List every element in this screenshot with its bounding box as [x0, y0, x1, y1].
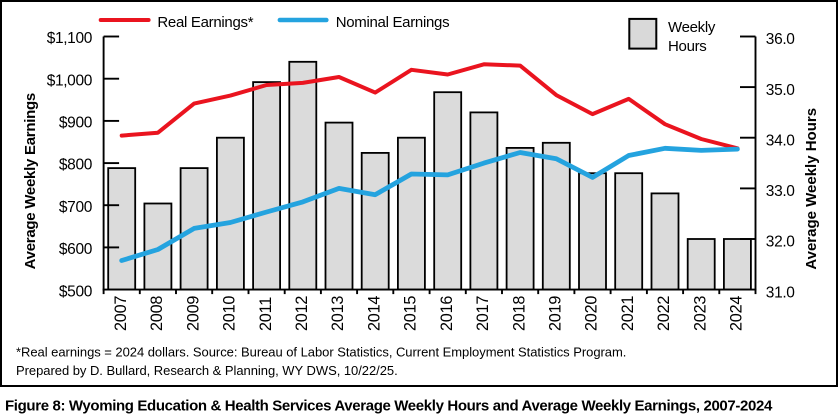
svg-text:*Real earnings = 2024 dollars.: *Real earnings = 2024 dollars. Source: B… [16, 344, 626, 359]
svg-text:2009: 2009 [184, 296, 202, 331]
svg-text:31.0: 31.0 [766, 284, 795, 301]
svg-text:Weekly: Weekly [668, 19, 716, 36]
svg-text:Average Weekly Hours: Average Weekly Hours [803, 108, 820, 270]
svg-text:2021: 2021 [619, 296, 637, 331]
svg-text:2020: 2020 [583, 296, 601, 331]
svg-text:Hours: Hours [668, 38, 707, 55]
svg-text:34.0: 34.0 [766, 132, 795, 149]
svg-text:$600: $600 [59, 241, 93, 258]
svg-text:2023: 2023 [691, 296, 709, 331]
svg-text:2019: 2019 [547, 296, 565, 331]
svg-text:Prepared by D. Bullard, Resear: Prepared by D. Bullard, Research & Plann… [16, 363, 398, 378]
svg-text:35.0: 35.0 [766, 82, 795, 99]
svg-text:2017: 2017 [474, 296, 492, 331]
svg-text:$1,100: $1,100 [47, 30, 93, 47]
svg-text:2008: 2008 [148, 296, 166, 331]
svg-text:2012: 2012 [293, 296, 311, 331]
svg-text:$800: $800 [59, 157, 93, 174]
svg-text:36.0: 36.0 [766, 31, 795, 48]
svg-text:$900: $900 [59, 115, 93, 132]
svg-text:2016: 2016 [438, 296, 456, 331]
svg-text:Figure 8: Wyoming Education &: Figure 8: Wyoming Education & Health Ser… [5, 397, 773, 414]
svg-text:2007: 2007 [112, 296, 130, 331]
svg-text:2015: 2015 [402, 296, 420, 331]
svg-text:$1,000: $1,000 [47, 72, 93, 89]
svg-text:Average Weekly Earnings: Average Weekly Earnings [22, 93, 39, 269]
svg-text:2018: 2018 [510, 296, 528, 331]
svg-text:2022: 2022 [655, 296, 673, 331]
svg-text:2011: 2011 [257, 297, 275, 331]
svg-text:Nominal Earnings: Nominal Earnings [336, 14, 450, 31]
svg-text:32.0: 32.0 [766, 234, 795, 251]
svg-text:2024: 2024 [728, 296, 746, 331]
svg-text:33.0: 33.0 [766, 183, 795, 200]
svg-text:$700: $700 [59, 199, 93, 216]
svg-text:$500: $500 [59, 283, 93, 300]
svg-text:2014: 2014 [365, 296, 383, 331]
svg-text:Real Earnings*: Real Earnings* [157, 14, 253, 31]
svg-text:2013: 2013 [329, 296, 347, 331]
svg-text:2010: 2010 [221, 296, 239, 331]
